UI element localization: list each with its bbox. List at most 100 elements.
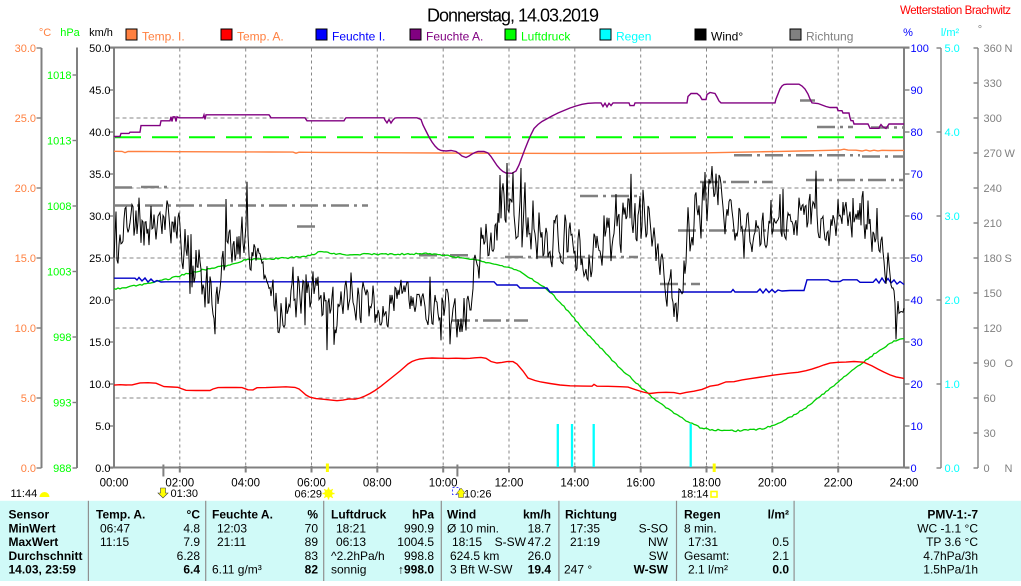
svg-text:Luftdruck: Luftdruck — [521, 30, 571, 44]
svg-text:18:14: 18:14 — [681, 489, 709, 501]
svg-text:7.9: 7.9 — [183, 535, 200, 549]
svg-text:0: 0 — [984, 463, 990, 475]
svg-text:Feuchte I.: Feuchte I. — [332, 30, 385, 44]
svg-text:0.5: 0.5 — [772, 535, 789, 549]
svg-text:50: 50 — [911, 253, 923, 265]
svg-text:1004.5: 1004.5 — [397, 535, 434, 549]
svg-text:998.8: 998.8 — [404, 549, 434, 563]
svg-text:8 min.: 8 min. — [684, 521, 717, 535]
svg-text:21:11: 21:11 — [217, 535, 246, 549]
svg-text:Temp. A.: Temp. A. — [96, 508, 145, 522]
svg-text:25.0: 25.0 — [89, 253, 110, 265]
svg-text:06:47: 06:47 — [100, 521, 130, 535]
svg-text:hPa: hPa — [60, 27, 80, 39]
svg-text:5.0: 5.0 — [95, 421, 110, 433]
svg-text:°: ° — [978, 24, 982, 36]
svg-text:Feuchte A.: Feuchte A. — [212, 508, 273, 522]
svg-text:180: 180 — [984, 253, 1002, 265]
svg-text:22:00: 22:00 — [824, 478, 853, 490]
svg-text:80: 80 — [911, 127, 923, 139]
svg-text:4.0: 4.0 — [945, 127, 960, 139]
svg-text:0: 0 — [911, 463, 917, 475]
svg-text:210: 210 — [984, 218, 1002, 230]
svg-text:Feuchte A.: Feuchte A. — [426, 30, 483, 44]
svg-text:120: 120 — [984, 323, 1002, 335]
svg-text:1008: 1008 — [47, 201, 71, 213]
svg-text:14.03, 23:59: 14.03, 23:59 — [9, 563, 77, 577]
svg-text:300: 300 — [984, 113, 1002, 125]
svg-text:45.0: 45.0 — [89, 85, 110, 97]
svg-text:18:21: 18:21 — [336, 521, 366, 535]
svg-text:82: 82 — [305, 563, 319, 577]
svg-text:Regen: Regen — [684, 508, 721, 522]
svg-text:MaxWert: MaxWert — [9, 535, 59, 549]
svg-text:24:00: 24:00 — [890, 478, 919, 490]
svg-text:5.0: 5.0 — [945, 43, 960, 55]
svg-text:15.0: 15.0 — [89, 337, 110, 349]
svg-text:N: N — [1005, 43, 1013, 55]
svg-text:°C: °C — [39, 27, 51, 39]
svg-text:6.28: 6.28 — [177, 549, 201, 563]
svg-text:SW: SW — [649, 549, 669, 563]
svg-text:MinWert: MinWert — [9, 521, 56, 535]
svg-text:18:00: 18:00 — [692, 478, 721, 490]
svg-text:Richtung: Richtung — [565, 508, 617, 522]
svg-text:1.0: 1.0 — [945, 379, 960, 391]
svg-text:14:00: 14:00 — [560, 478, 589, 490]
svg-text:Wetterstation Brachwitz: Wetterstation Brachwitz — [900, 5, 1011, 17]
svg-text:240: 240 — [984, 183, 1002, 195]
svg-text:0.0: 0.0 — [945, 463, 960, 475]
svg-text:Donnerstag, 14.03.2019: Donnerstag, 14.03.2019 — [427, 6, 599, 26]
svg-text:Gesamt:: Gesamt: — [684, 549, 729, 563]
svg-text:3 Bft W-SW: 3 Bft W-SW — [450, 563, 513, 577]
svg-text:12:03: 12:03 — [217, 521, 247, 535]
svg-text:19.4: 19.4 — [528, 563, 552, 577]
svg-text:150: 150 — [984, 288, 1002, 300]
svg-text:km/h: km/h — [523, 508, 551, 522]
svg-text:Ø 10 min.: Ø 10 min. — [447, 521, 499, 535]
svg-text:15.0: 15.0 — [15, 253, 36, 265]
svg-text:0.0: 0.0 — [772, 563, 789, 577]
svg-text:16:00: 16:00 — [626, 478, 655, 490]
svg-text:Wind: Wind — [447, 508, 476, 522]
svg-text:Durchschnitt: Durchschnitt — [9, 549, 83, 563]
svg-text:1.5hPa/1h: 1.5hPa/1h — [923, 563, 978, 577]
svg-text:20:00: 20:00 — [758, 478, 787, 490]
svg-text:20: 20 — [911, 379, 923, 391]
svg-text:330: 330 — [984, 78, 1002, 90]
svg-text:O: O — [1005, 358, 1014, 370]
svg-text:N: N — [1005, 463, 1013, 475]
svg-text:50.0: 50.0 — [89, 43, 110, 55]
svg-text:30: 30 — [911, 337, 923, 349]
svg-text:1013: 1013 — [47, 136, 71, 148]
svg-text:hPa: hPa — [412, 508, 434, 522]
svg-text:60: 60 — [911, 211, 923, 223]
svg-text:18:15: 18:15 — [452, 535, 482, 549]
svg-text:2.1: 2.1 — [772, 549, 789, 563]
svg-text:26.0: 26.0 — [528, 549, 552, 563]
svg-text:10.0: 10.0 — [89, 379, 110, 391]
svg-text:S-SW: S-SW — [495, 535, 527, 549]
svg-text:12:00: 12:00 — [495, 478, 524, 490]
svg-text:60: 60 — [984, 393, 996, 405]
svg-text:10.0: 10.0 — [15, 323, 36, 335]
svg-text:Regen: Regen — [616, 30, 651, 44]
svg-text:PMV-1:-7: PMV-1:-7 — [927, 508, 978, 522]
svg-text:624.5 km: 624.5 km — [450, 549, 499, 563]
svg-text:40: 40 — [911, 295, 923, 307]
svg-text:km/h: km/h — [89, 27, 113, 39]
svg-text:10:00: 10:00 — [429, 478, 458, 490]
svg-text:%: % — [903, 27, 913, 39]
svg-text:89: 89 — [305, 535, 319, 549]
svg-text:0.0: 0.0 — [95, 463, 110, 475]
svg-text:00:00: 00:00 — [100, 478, 129, 490]
svg-text:247 °: 247 ° — [564, 563, 592, 577]
svg-text:83: 83 — [305, 549, 319, 563]
svg-text:l/m²: l/m² — [941, 27, 960, 39]
svg-text:30.0: 30.0 — [15, 43, 36, 55]
svg-text:NW: NW — [648, 535, 669, 549]
svg-text:21:19: 21:19 — [570, 535, 600, 549]
svg-text:1018: 1018 — [47, 70, 71, 82]
svg-text:6.4: 6.4 — [183, 563, 200, 577]
svg-text:993: 993 — [53, 398, 71, 410]
